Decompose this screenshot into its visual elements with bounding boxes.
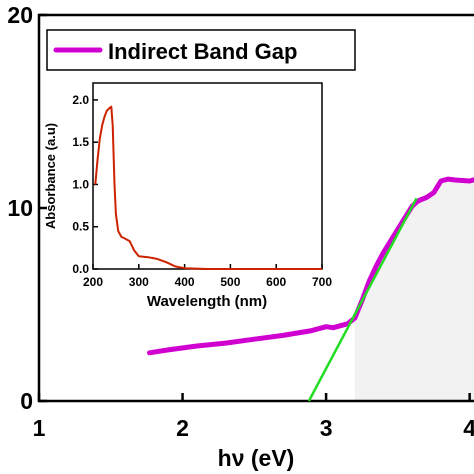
inset-x-tick-label: 400 bbox=[175, 275, 195, 289]
main-y-tick-label: 10 bbox=[7, 195, 33, 221]
inset-x-tick-label: 500 bbox=[220, 275, 240, 289]
main-plot: 1 2 3 4 0 10 20 hν (eV) bbox=[7, 2, 474, 471]
legend: Indirect Band Gap bbox=[46, 29, 356, 71]
main-x-tick-label: 3 bbox=[320, 415, 333, 441]
inset-axis-ticks: 200 300 400 500 600 700 0.0 0.5 1.0 1.5 2.0 bbox=[72, 93, 332, 289]
main-series-group bbox=[147, 176, 474, 402]
inset-series-group bbox=[94, 105, 322, 270]
main-x-tick-label: 1 bbox=[33, 415, 46, 441]
inset-x-tick-label: 200 bbox=[83, 275, 103, 289]
inset-y-tick-label: 2.0 bbox=[72, 93, 89, 107]
inset-x-tick-label: 600 bbox=[266, 275, 286, 289]
inset-y-tick-label: 1.0 bbox=[72, 177, 89, 191]
inset-absorbance-line bbox=[94, 105, 322, 270]
main-x-tick-label: 4 bbox=[463, 415, 474, 441]
inset-x-axis-label: Wavelength (nm) bbox=[147, 293, 267, 310]
inset-x-tick-label: 300 bbox=[129, 275, 149, 289]
main-area-shade bbox=[354, 179, 474, 401]
legend-box bbox=[46, 29, 356, 71]
legend-label-indirect-band-gap: Indirect Band Gap bbox=[108, 39, 297, 64]
main-x-tick-label: 2 bbox=[176, 415, 189, 441]
inset-y-tick-label: 0.0 bbox=[72, 262, 89, 276]
inset-plot-frame bbox=[92, 82, 323, 270]
main-y-tick-label: 0 bbox=[20, 388, 33, 414]
inset-plot: 200 300 400 500 600 700 0.0 0.5 1.0 1.5 2.0 Wavele… bbox=[43, 82, 332, 310]
inset-y-tick-label: 1.5 bbox=[72, 135, 89, 149]
main-x-axis-label: hν (eV) bbox=[218, 445, 295, 471]
inset-y-tick-label: 0.5 bbox=[72, 220, 89, 234]
main-area-under-curve bbox=[354, 179, 474, 401]
series-line-indirect-band-gap bbox=[147, 176, 474, 356]
main-axis-ticks: 1 2 3 4 0 10 20 bbox=[7, 2, 474, 441]
inset-x-tick-label: 700 bbox=[312, 275, 332, 289]
linear-fit-line bbox=[307, 197, 418, 402]
main-y-tick-label: 20 bbox=[7, 2, 33, 28]
inset-y-axis-label: Absorbance (a.u) bbox=[43, 123, 58, 229]
